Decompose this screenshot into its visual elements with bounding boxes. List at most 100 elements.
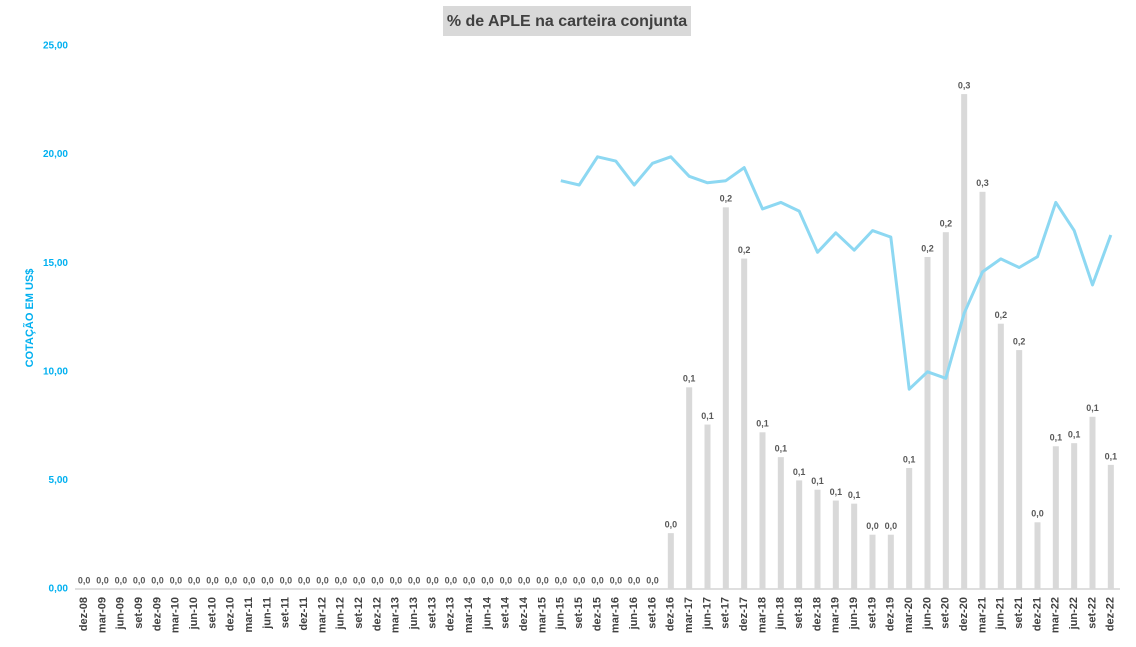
- x-tick-label: mar-18: [756, 597, 768, 633]
- value-label: 0,0: [536, 575, 549, 585]
- bar: [906, 467, 913, 589]
- chart-title: % de APLE na carteira conjunta: [447, 13, 687, 30]
- value-label: 0,0: [610, 575, 623, 585]
- bar: [924, 256, 931, 589]
- value-label: 0,0: [500, 575, 513, 585]
- x-tick-label: dez-19: [885, 597, 897, 631]
- value-label: 0,2: [940, 219, 953, 229]
- value-label: 0,1: [1086, 403, 1099, 413]
- value-label: 0,0: [298, 575, 311, 585]
- value-label: 0,0: [133, 575, 146, 585]
- value-label: 0,0: [555, 575, 568, 585]
- bar: [1052, 446, 1059, 589]
- x-tick-label: mar-16: [610, 597, 622, 633]
- value-label: 0,0: [206, 575, 219, 585]
- value-label: 0,0: [353, 575, 366, 585]
- x-tick-label: set-11: [280, 597, 292, 628]
- x-tick-label: mar-21: [976, 597, 988, 633]
- x-tick-label: jun-16: [628, 597, 640, 630]
- x-tick-label: dez-13: [445, 597, 457, 631]
- y-tick-label: 20,00: [43, 149, 68, 160]
- bar: [979, 191, 986, 589]
- value-label: 0,0: [316, 575, 329, 585]
- value-label: 0,0: [243, 575, 256, 585]
- x-tick-label: set-17: [720, 597, 732, 629]
- value-label: 0,2: [921, 243, 934, 253]
- bar: [961, 94, 968, 589]
- x-tick-label: set-18: [793, 597, 805, 629]
- x-tick-label: dez-15: [591, 597, 603, 631]
- bar: [997, 323, 1004, 589]
- value-label: 0,2: [995, 310, 1008, 320]
- x-tick-label: set-21: [1013, 597, 1025, 629]
- value-label: 0,1: [848, 490, 861, 500]
- bar: [1089, 416, 1096, 589]
- bar: [1071, 443, 1078, 589]
- value-label: 0,3: [976, 178, 989, 188]
- value-label: 0,1: [811, 476, 824, 486]
- bar: [869, 534, 876, 589]
- x-tick-label: dez-10: [225, 597, 237, 631]
- bar: [1107, 464, 1114, 589]
- value-label: 0,2: [738, 245, 751, 255]
- x-tick-label: set-22: [1086, 597, 1098, 629]
- value-label: 0,1: [1105, 451, 1118, 461]
- x-tick-label: mar-12: [316, 597, 328, 633]
- y-axis-title: COTAÇÃO EM US$: [23, 269, 36, 368]
- value-label: 0,0: [335, 575, 348, 585]
- bar: [942, 232, 949, 589]
- bar: [851, 503, 858, 589]
- bar: [759, 432, 766, 589]
- y-tick-label: 15,00: [43, 258, 68, 269]
- x-tick-label: jun-09: [115, 597, 127, 630]
- x-tick-label: dez-22: [1105, 597, 1117, 631]
- value-label: 0,0: [426, 575, 439, 585]
- bar: [667, 533, 674, 589]
- x-tick-label: mar-22: [1050, 597, 1062, 633]
- x-tick-label: dez-08: [78, 597, 90, 631]
- x-tick-label: set-12: [353, 597, 365, 629]
- value-label: 0,1: [756, 419, 769, 429]
- value-label: 0,0: [280, 575, 293, 585]
- value-label: 0,0: [225, 575, 238, 585]
- bar: [777, 457, 784, 589]
- x-tick-label: jun-21: [995, 597, 1007, 630]
- x-tick-label: dez-16: [665, 597, 677, 631]
- x-tick-label: jun-12: [335, 597, 347, 630]
- x-tick-label: mar-10: [170, 597, 182, 633]
- bar: [796, 480, 803, 589]
- bar: [1034, 522, 1041, 589]
- x-tick-label: set-10: [206, 597, 218, 629]
- value-label: 0,3: [958, 80, 971, 90]
- value-label: 0,0: [408, 575, 421, 585]
- y-tick-label: 0,00: [49, 584, 69, 595]
- x-tick-label: dez-21: [1031, 597, 1043, 631]
- bar: [722, 207, 729, 589]
- value-label: 0,0: [261, 575, 274, 585]
- value-label: 0,0: [170, 575, 183, 585]
- x-tick-label: mar-14: [463, 596, 475, 633]
- value-label: 0,0: [885, 521, 898, 531]
- x-tick-label: set-13: [426, 597, 438, 629]
- x-tick-label: jun-10: [188, 597, 200, 630]
- value-label: 0,2: [720, 194, 733, 204]
- value-label: 0,1: [1050, 433, 1063, 443]
- line: [560, 155, 1113, 391]
- x-tick-label: dez-11: [298, 597, 310, 631]
- x-tick-label: jun-15: [555, 597, 567, 630]
- x-tick-label: mar-20: [903, 597, 915, 633]
- x-tick-label: mar-13: [390, 597, 402, 633]
- value-label: 0,0: [188, 575, 201, 585]
- x-tick-label: mar-09: [96, 597, 108, 633]
- x-tick-label: dez-14: [518, 596, 530, 631]
- value-label: 0,0: [866, 521, 879, 531]
- bar: [887, 534, 894, 589]
- x-tick-label: jun-13: [408, 597, 420, 630]
- x-tick-label: set-14: [500, 596, 512, 629]
- value-label: 0,0: [151, 575, 164, 585]
- x-tick-label: jun-20: [921, 597, 933, 630]
- value-label: 0,1: [683, 374, 696, 384]
- bar: [704, 424, 711, 589]
- x-tick-label: dez-20: [958, 597, 970, 631]
- bar: [686, 387, 693, 589]
